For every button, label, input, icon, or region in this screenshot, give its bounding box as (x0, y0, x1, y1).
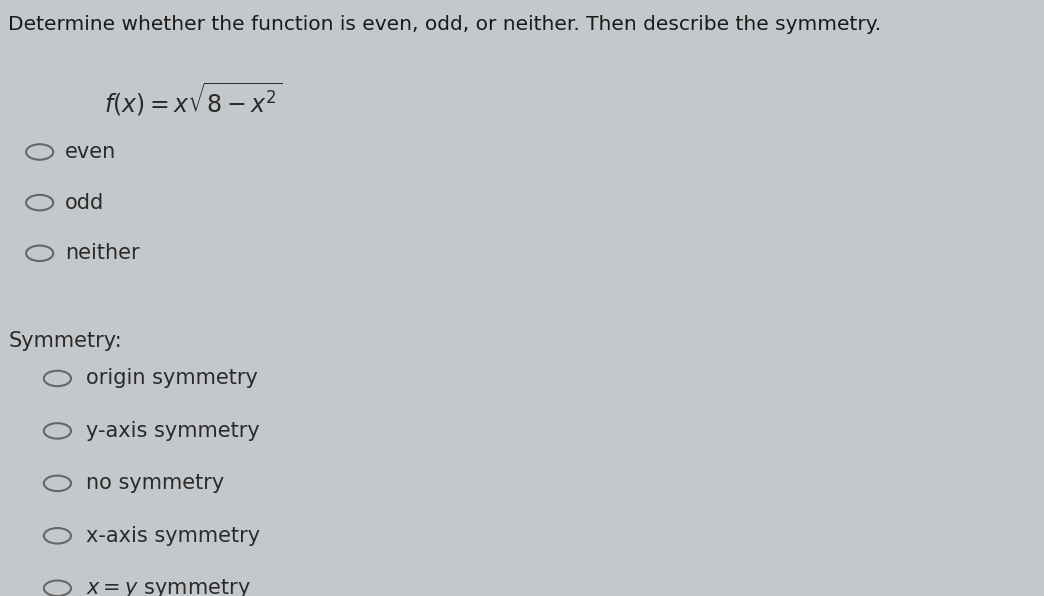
Text: $f(x) = x\sqrt{8 - x^2}$: $f(x) = x\sqrt{8 - x^2}$ (104, 80, 283, 118)
Text: even: even (65, 142, 116, 162)
Text: origin symmetry: origin symmetry (86, 368, 258, 389)
Text: odd: odd (65, 193, 104, 213)
Text: neither: neither (65, 243, 139, 263)
Text: $x = y$ symmetry: $x = y$ symmetry (86, 577, 251, 596)
Text: Symmetry:: Symmetry: (8, 331, 122, 351)
Text: x-axis symmetry: x-axis symmetry (86, 526, 260, 546)
Text: no symmetry: no symmetry (86, 473, 223, 493)
Text: Determine whether the function is even, odd, or neither. Then describe the symme: Determine whether the function is even, … (8, 15, 881, 34)
Text: y-axis symmetry: y-axis symmetry (86, 421, 259, 441)
